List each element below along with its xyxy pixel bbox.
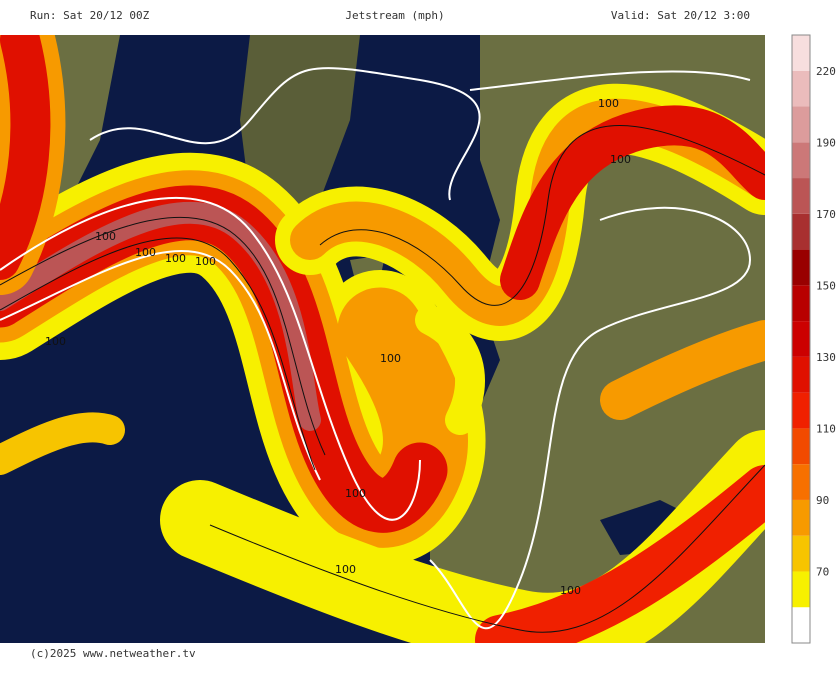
- contour-label: 100: [135, 246, 156, 259]
- title: Jetstream (mph): [345, 9, 444, 22]
- legend-swatch: [792, 249, 810, 286]
- legend-swatch: [792, 178, 810, 214]
- color-legend: 70 90 110 130 150 170 190 220: [791, 34, 836, 644]
- contour-label: 100: [610, 153, 631, 166]
- legend-swatch: [792, 142, 810, 179]
- streamlines: [0, 125, 765, 633]
- legend-label: 190: [816, 136, 836, 149]
- legend-swatch: [792, 70, 810, 107]
- legend-swatch: [792, 106, 810, 143]
- contour-label: 100: [165, 252, 186, 265]
- legend-swatch: [792, 428, 810, 465]
- legend-swatch: [792, 213, 810, 250]
- legend-swatch: [792, 499, 810, 536]
- legend-swatch: [792, 285, 810, 322]
- legend-swatch: [792, 535, 810, 572]
- run-label: Run: Sat 20/12 00Z: [30, 9, 150, 22]
- legend-label: 110: [816, 422, 836, 435]
- legend-frame: [791, 34, 811, 644]
- map: 100 100 100 100 100 100 100 100 100 100 …: [0, 35, 765, 643]
- contour-label: 100: [598, 97, 619, 110]
- contour-label: 100: [95, 230, 116, 243]
- legend-swatch: [792, 571, 810, 608]
- legend-label: 220: [816, 65, 836, 78]
- legend-label: 150: [816, 279, 836, 292]
- legend-swatch: [792, 392, 810, 429]
- contours: [0, 67, 752, 630]
- contour-label: 100: [345, 487, 366, 500]
- contour-label: 100: [195, 255, 216, 268]
- legend-label: 70: [816, 565, 829, 578]
- legend-swatch: [792, 464, 810, 500]
- footer: (c)2025 www.netweather.tv: [30, 647, 196, 660]
- legend-label: 170: [816, 208, 836, 221]
- legend-swatch: [792, 321, 810, 357]
- contour-label: 100: [45, 335, 66, 348]
- contour-label: 100: [560, 584, 581, 597]
- legend-label: 90: [816, 494, 829, 507]
- legend-label: 130: [816, 351, 836, 364]
- contour-label: 100: [380, 352, 401, 365]
- contour-label: 100: [335, 563, 356, 576]
- legend-swatch: [792, 35, 810, 71]
- valid-label: Valid: Sat 20/12 3:00: [611, 9, 750, 22]
- legend-swatch: [792, 607, 810, 643]
- legend-swatch: [792, 356, 810, 393]
- europe: [430, 35, 765, 643]
